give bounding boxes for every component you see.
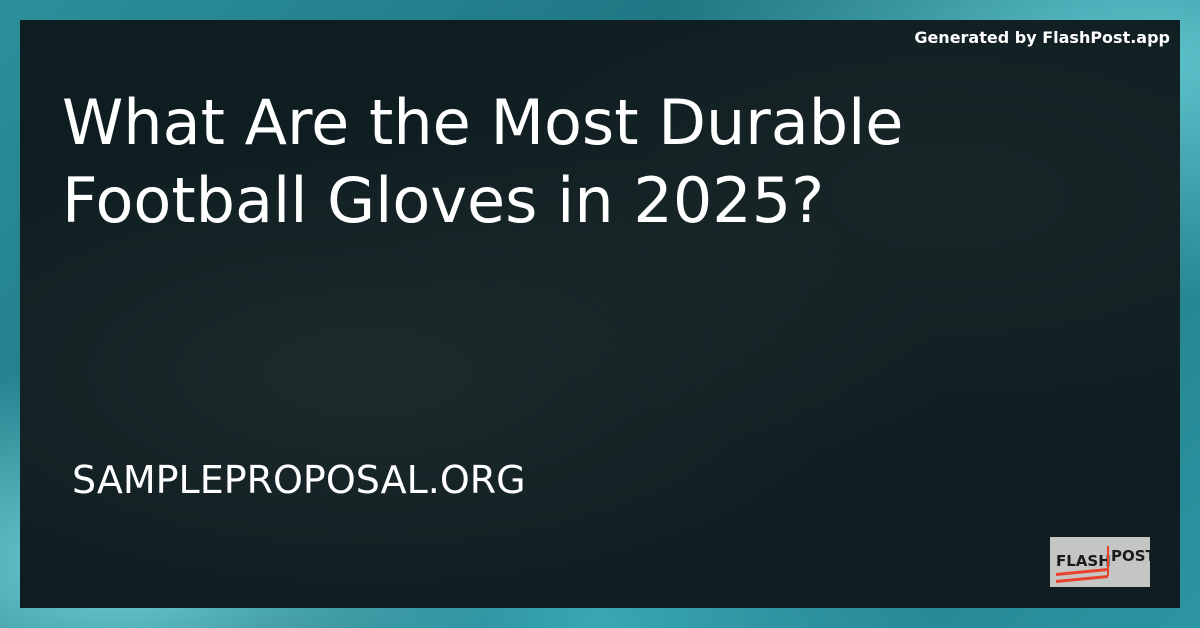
dark-overlay-panel (20, 20, 1180, 608)
site-name: SAMPLEPROPOSAL.ORG (72, 458, 526, 502)
page-title: What Are the Most Durable Football Glove… (62, 86, 904, 237)
generated-by-credit: Generated by FlashPost.app (914, 28, 1170, 47)
flashpost-logo: FLASH POST (1050, 537, 1150, 587)
svg-text:FLASH: FLASH (1056, 552, 1111, 570)
svg-text:POST: POST (1111, 547, 1150, 565)
